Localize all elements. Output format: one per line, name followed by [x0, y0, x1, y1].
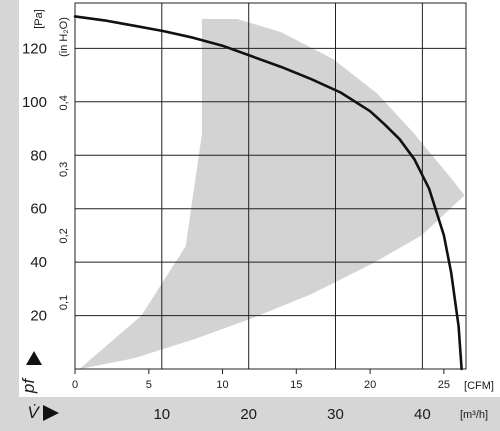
left-band	[0, 0, 19, 431]
tick-label-inh2o-1: 0,2	[58, 228, 70, 243]
tick-label-pa-60: 60	[30, 201, 47, 218]
x-axis-unit-cfm: [CFM]	[464, 380, 494, 392]
tick-label-m3h-40: 40	[414, 406, 431, 423]
operating-region	[79, 19, 465, 369]
x-axis-symbol: V̇	[27, 403, 40, 422]
tick-label-pa-40: 40	[30, 254, 47, 271]
tick-label-inh2o-3: 0,4	[58, 95, 70, 110]
tick-label-cfm-20: 20	[364, 379, 376, 391]
tick-label-inh2o-0: 0,1	[58, 295, 70, 310]
x-axis-arrow-icon	[43, 405, 59, 421]
plot-frame	[74, 2, 467, 370]
tick-label-cfm-0: 0	[72, 379, 78, 391]
y-axis-symbol: pf	[19, 377, 38, 394]
tick-label-m3h-20: 20	[240, 406, 257, 423]
y-axis-unit-inh2o: (in H₂O)	[58, 17, 70, 57]
pressure-curve	[73, 15, 463, 371]
bottom-band	[0, 397, 500, 431]
tick-label-inh2o-2: 0,3	[58, 162, 70, 177]
tick-label-m3h-30: 30	[327, 406, 344, 423]
tick-label-pa-80: 80	[30, 147, 47, 164]
tick-label-pa-20: 20	[30, 308, 47, 325]
y-axis-arrow-icon	[26, 351, 42, 365]
tick-label-pa-100: 100	[22, 94, 47, 111]
tick-label-cfm-5: 5	[146, 379, 152, 391]
tick-label-m3h-10: 10	[153, 406, 170, 423]
y-axis-unit-pa: [Pa]	[33, 9, 45, 29]
tick-label-pa-120: 120	[22, 40, 47, 57]
tick-label-cfm-25: 25	[438, 379, 450, 391]
tick-label-cfm-15: 15	[290, 379, 302, 391]
tick-label-cfm-10: 10	[216, 379, 228, 391]
x-axis-unit-m3h: [m³/h]	[460, 409, 488, 421]
